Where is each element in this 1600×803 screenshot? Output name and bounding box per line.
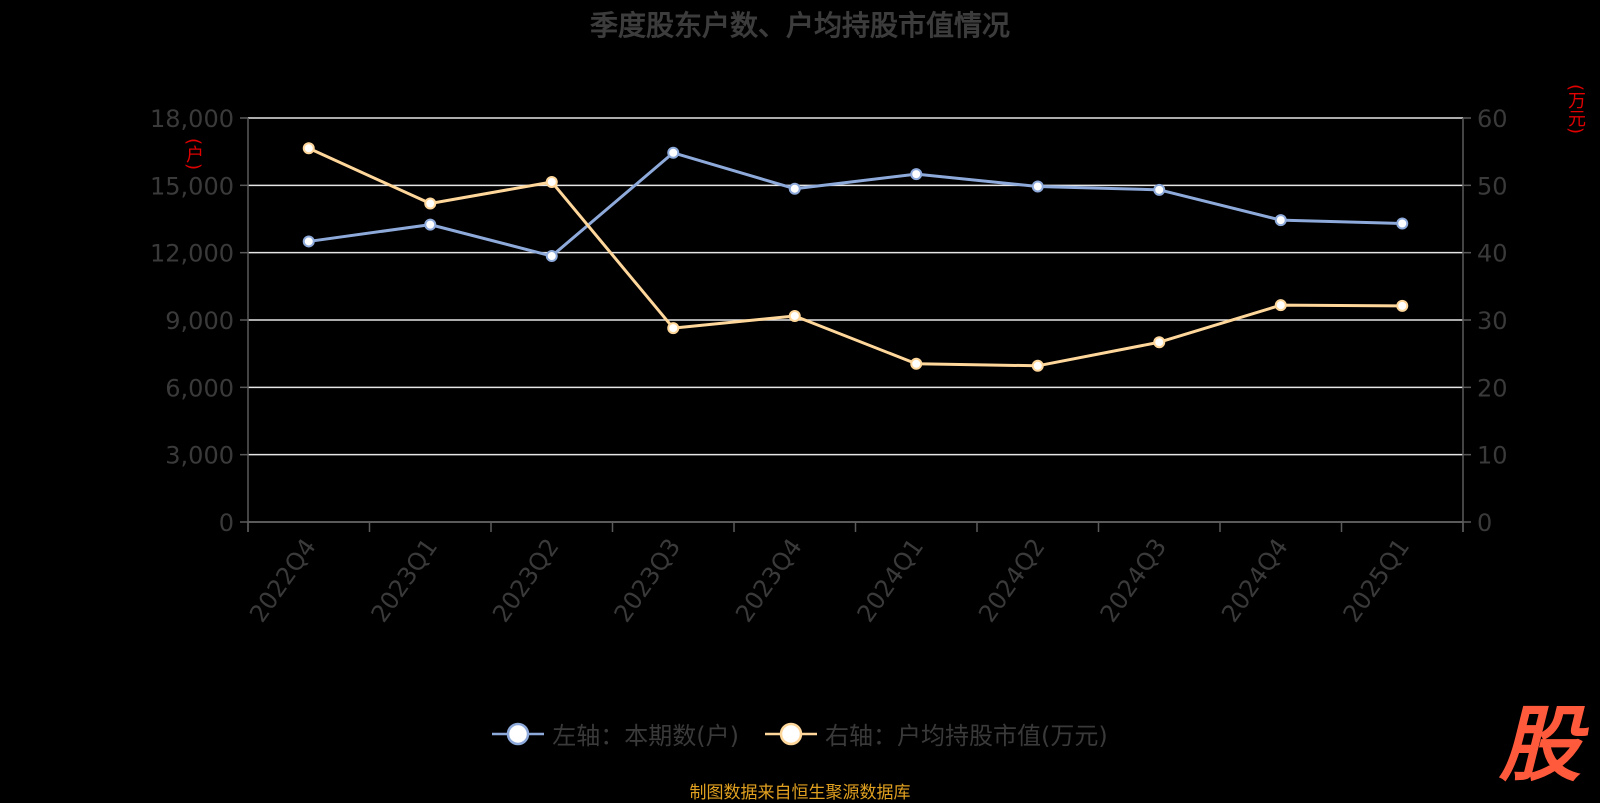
legend-item-left-series[interactable]: 左轴：本期数(户) [492, 716, 739, 751]
right-axis-tick-label: 30 [1477, 307, 1508, 335]
left-axis-tick-label: 12,000 [150, 240, 234, 268]
brand-logo-icon: 股 [1499, 698, 1581, 793]
right-axis-tick-label: 10 [1477, 442, 1508, 470]
data-point-shareholders [910, 168, 923, 181]
left-axis-tick-label: 0 [219, 509, 234, 537]
data-point-shareholders [302, 235, 315, 248]
data-point-avg-market-value [788, 309, 801, 322]
x-axis-tick-label: 2022Q4 [244, 533, 322, 627]
right-axis-tick-label: 60 [1477, 105, 1508, 133]
series-lines [302, 142, 1409, 372]
grid-lines [248, 117, 1463, 456]
data-point-shareholders [545, 250, 558, 263]
data-point-avg-market-value [1274, 299, 1287, 312]
data-source-footer: 制图数据来自恒生聚源数据库 [689, 783, 911, 803]
data-point-shareholders [1396, 217, 1409, 230]
x-axis-tick-label: 2023Q1 [366, 533, 444, 627]
right-axis-tick-label: 40 [1477, 240, 1508, 268]
data-point-avg-market-value [1153, 336, 1166, 349]
right-axis-unit: (万元) [1565, 84, 1586, 135]
x-axis-tick-label: 2025Q1 [1338, 533, 1416, 627]
legend: 左轴：本期数(户) 右轴：户均持股市值(万元) [0, 716, 1600, 751]
legend-swatch-yellow-icon [765, 722, 817, 745]
data-point-avg-market-value [545, 175, 558, 188]
x-axis-tick-label: 2023Q3 [609, 533, 687, 627]
data-point-shareholders [788, 182, 801, 195]
x-axis-tick-label: 2024Q3 [1095, 533, 1173, 627]
x-axis-tick-label: 2024Q4 [1216, 533, 1294, 627]
right-axis-tick-label: 0 [1477, 509, 1492, 537]
series-line-shareholders [308, 151, 1403, 258]
x-axis-tick-label: 2024Q1 [852, 533, 930, 627]
data-point-avg-market-value [910, 357, 923, 370]
data-point-avg-market-value [1031, 359, 1044, 372]
x-axis-tick-label: 2024Q2 [973, 533, 1051, 627]
legend-item-right-series[interactable]: 右轴：户均持股市值(万元) [765, 716, 1108, 751]
legend-label-right-series: 右轴：户均持股市值(万元) [825, 722, 1108, 750]
data-point-avg-market-value [1396, 299, 1409, 312]
data-point-avg-market-value [667, 322, 680, 335]
left-axis-tick-label: 18,000 [150, 105, 234, 133]
left-axis-unit: (户) [183, 138, 204, 171]
data-point-shareholders [1274, 214, 1287, 227]
data-point-avg-market-value [424, 197, 437, 210]
data-point-shareholders [667, 146, 680, 159]
left-axis-tick-label: 15,000 [150, 172, 234, 200]
left-axis-tick-label: 9,000 [165, 307, 234, 335]
left-axis-tick-label: 6,000 [165, 374, 234, 402]
left-axis-tick-label: 3,000 [165, 442, 234, 470]
right-axis-tick-label: 20 [1477, 374, 1508, 402]
series-line-avg-market-value [308, 146, 1403, 368]
legend-swatch-blue-icon [492, 722, 545, 745]
chart-title: 季度股东户数、户均持股市值情况 [589, 9, 1010, 42]
data-point-shareholders [424, 218, 437, 231]
data-point-shareholders [1153, 183, 1166, 196]
right-axis-tick-label: 50 [1477, 172, 1508, 200]
data-point-avg-market-value [302, 142, 315, 155]
x-axis-tick-label: 2023Q2 [487, 533, 565, 627]
legend-label-left-series: 左轴：本期数(户) [552, 722, 739, 750]
data-point-shareholders [1031, 180, 1044, 193]
x-axis-tick-label: 2023Q4 [730, 533, 808, 627]
